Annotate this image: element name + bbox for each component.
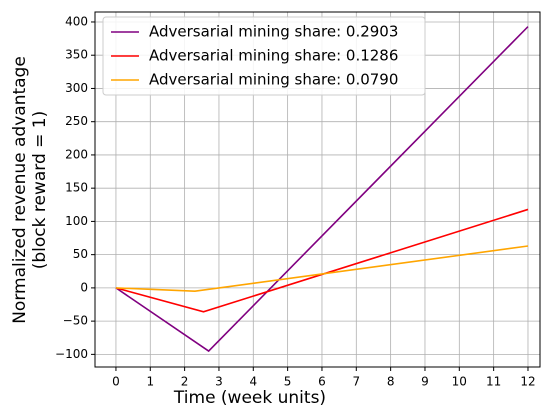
x-tick-label: 12 xyxy=(520,375,535,389)
x-tick-label: 4 xyxy=(249,375,257,389)
x-tick-label: 8 xyxy=(387,375,395,389)
y-tick-label: 200 xyxy=(65,147,88,161)
x-tick-label: 9 xyxy=(421,375,429,389)
y-axis-label: (block reward = 1) xyxy=(30,111,50,270)
y-tick-label: 300 xyxy=(65,81,88,95)
y-tick-label: −100 xyxy=(55,347,88,361)
legend-label: Adversarial mining share: 0.1286 xyxy=(149,47,398,65)
data-line xyxy=(115,26,529,353)
x-tick-label: 10 xyxy=(452,375,467,389)
legend-label: Adversarial mining share: 0.2903 xyxy=(149,23,398,41)
legend-label: Adversarial mining share: 0.0790 xyxy=(149,71,398,89)
x-axis-label: Time (week units) xyxy=(173,388,326,407)
x-tick-label: 5 xyxy=(284,375,292,389)
x-tick-label: 11 xyxy=(486,375,501,389)
x-tick-label: 1 xyxy=(146,375,154,389)
y-tick-label: 50 xyxy=(73,247,88,261)
x-tick-label: 3 xyxy=(215,375,223,389)
y-axis-label: Normalized revenue advantage xyxy=(10,56,30,324)
y-tick-label: 0 xyxy=(80,280,88,294)
y-tick-label: 400 xyxy=(65,14,88,28)
y-tick-label: 100 xyxy=(65,214,88,228)
plot-frame xyxy=(94,11,541,368)
data-line xyxy=(115,208,529,313)
x-tick-label: 0 xyxy=(112,375,120,389)
data-line xyxy=(115,245,529,293)
y-tick-label: 350 xyxy=(65,48,88,62)
x-tick-label: 7 xyxy=(352,375,360,389)
x-tick-label: 6 xyxy=(318,375,326,389)
y-tick-label: 150 xyxy=(65,181,88,195)
y-tick-label: 250 xyxy=(65,114,88,128)
x-tick-label: 2 xyxy=(181,375,189,389)
y-tick-label: −50 xyxy=(63,314,88,328)
legend-box xyxy=(102,16,426,96)
